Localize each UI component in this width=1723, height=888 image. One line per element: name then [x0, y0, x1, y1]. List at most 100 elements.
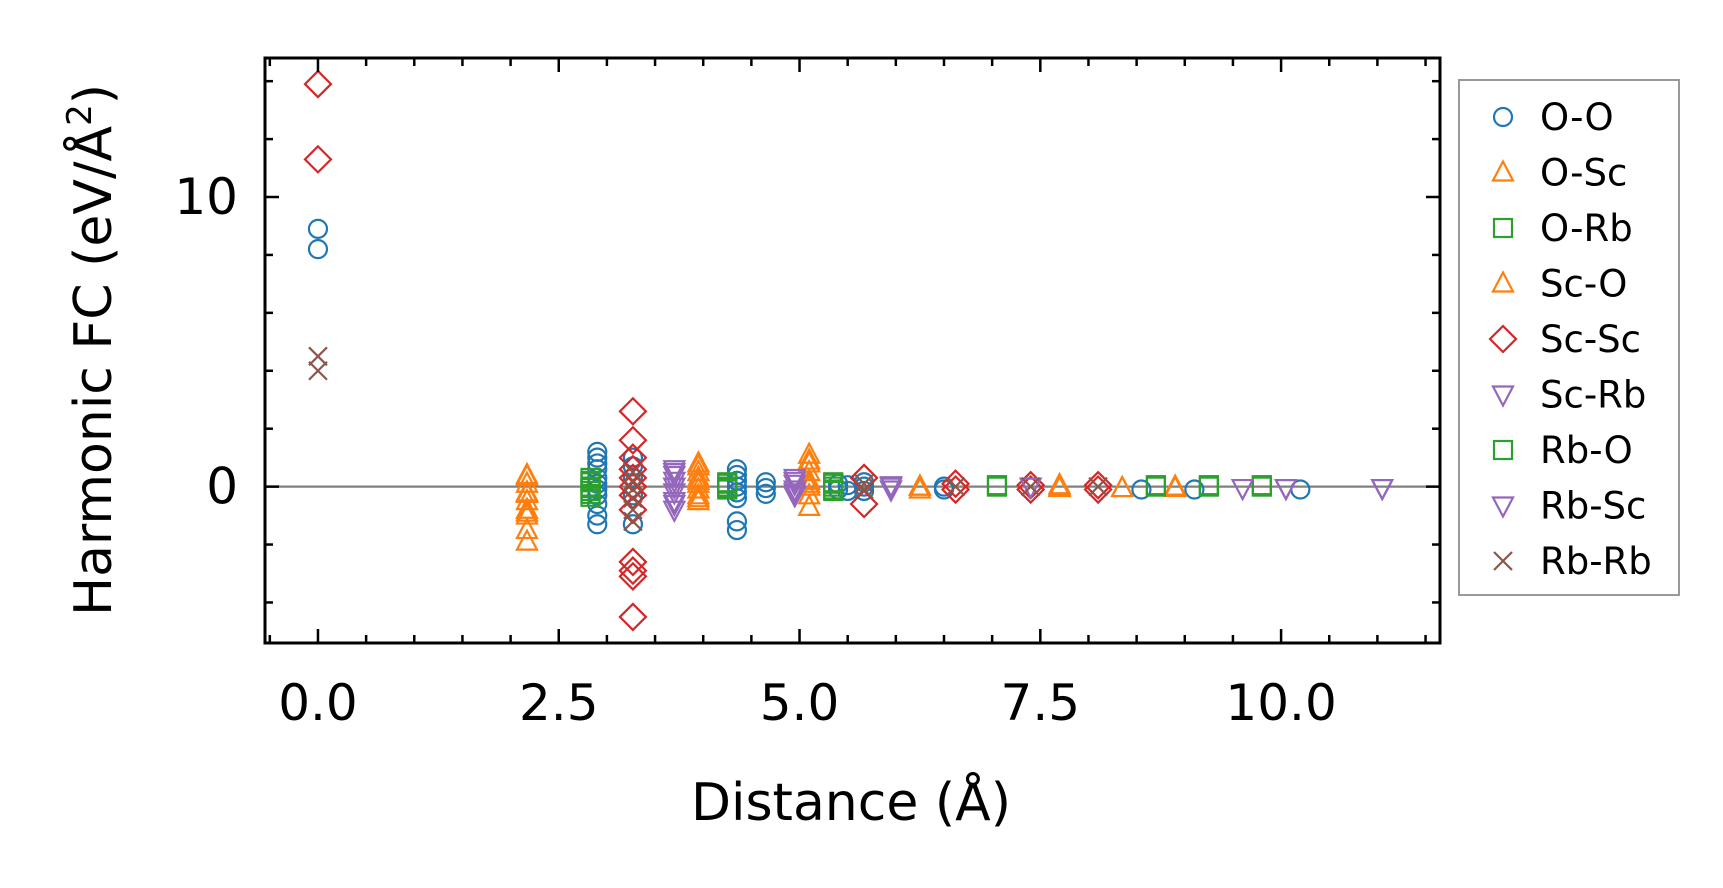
point-o-sc — [515, 516, 539, 540]
point-o-sc — [686, 487, 711, 511]
point-o-o — [755, 472, 776, 493]
legend-marker-o-sc — [1491, 159, 1515, 182]
series-rb-rb — [308, 346, 1108, 532]
point-rb-rb — [854, 473, 874, 494]
y-axis-label: Harmonic FC (eV/Å2) — [60, 84, 124, 616]
point-sc-rb — [662, 471, 687, 495]
point-sc-o — [515, 499, 539, 522]
point-o-o — [853, 480, 875, 502]
point-rb-rb — [623, 471, 643, 491]
legend-marker-sc-rb — [1491, 385, 1515, 408]
point-sc-rb — [879, 480, 903, 503]
point-sc-sc — [940, 474, 971, 505]
x-tick-label: 7.5 — [1001, 674, 1081, 732]
point-rb-sc — [662, 494, 687, 518]
point-sc-sc — [618, 547, 648, 577]
legend-marker-sc-o — [1491, 270, 1515, 293]
point-sc-o — [686, 484, 711, 508]
point-o-o — [1184, 479, 1205, 500]
point-rb-sc — [662, 463, 687, 486]
point-rb-sc — [662, 477, 687, 500]
legend-item-sc-o: Sc-O — [1491, 263, 1627, 306]
legend-item-rb-o: Rb-O — [1492, 429, 1633, 472]
point-o-sc — [515, 502, 539, 525]
legend-label-rb-o: Rb-O — [1540, 429, 1633, 472]
point-rb-rb — [623, 479, 643, 500]
point-sc-rb — [782, 468, 807, 492]
point-o-o — [587, 473, 608, 494]
legend-marker-rb-o — [1492, 439, 1514, 461]
legend-label-sc-rb: Sc-Rb — [1540, 374, 1646, 417]
legend-label-sc-o: Sc-O — [1540, 263, 1627, 306]
point-sc-sc — [618, 602, 648, 632]
point-o-o — [307, 218, 329, 239]
point-sc-sc — [618, 561, 648, 591]
point-rb-o — [986, 476, 1008, 497]
point-rb-sc — [1274, 478, 1298, 502]
point-o-o — [622, 514, 644, 535]
point-sc-sc — [303, 144, 333, 174]
point-rb-o — [1145, 476, 1166, 497]
point-o-o — [587, 514, 608, 535]
legend-label-sc-sc: Sc-Sc — [1540, 318, 1641, 361]
point-o-o — [755, 477, 776, 499]
point-sc-rb — [1018, 477, 1043, 500]
point-rb-sc — [879, 477, 903, 500]
x-tick-label: 2.5 — [519, 674, 599, 732]
legend-label-rb-sc: Rb-Sc — [1540, 485, 1646, 528]
point-o-sc — [797, 493, 821, 516]
point-o-o — [1131, 479, 1152, 500]
legend-label-o-sc: O-Sc — [1540, 152, 1627, 195]
point-sc-o — [1047, 473, 1072, 496]
legend-item-o-rb: O-Rb — [1492, 207, 1633, 250]
point-rb-rb — [945, 476, 966, 497]
point-o-o — [726, 511, 748, 532]
point-sc-sc — [618, 396, 648, 426]
y-tick-label: 10 — [174, 168, 238, 226]
legend-item-sc-rb: Sc-Rb — [1491, 374, 1646, 417]
series-sc-o — [515, 447, 1187, 522]
point-o-o — [726, 519, 748, 541]
point-sc-o — [686, 452, 711, 476]
point-sc-o — [1163, 473, 1187, 496]
point-rb-rb — [1020, 476, 1041, 497]
point-o-sc — [515, 528, 539, 551]
point-o-o — [587, 447, 608, 468]
point-rb-o — [717, 477, 738, 499]
legend-label-o-rb: O-Rb — [1540, 207, 1633, 250]
y-axis-label-main: Harmonic FC (eV/Å — [62, 125, 124, 616]
legend-item-rb-sc: Rb-Sc — [1491, 485, 1646, 528]
point-rb-rb — [623, 511, 643, 532]
point-o-o — [622, 447, 644, 468]
legend-label-o-o: O-O — [1540, 96, 1614, 139]
series-rb-sc — [662, 463, 1395, 518]
point-rb-rb — [1088, 476, 1108, 497]
point-rb-o — [1198, 476, 1219, 497]
point-sc-sc — [618, 556, 648, 586]
point-sc-rb — [662, 465, 687, 489]
point-rb-rb — [854, 479, 874, 500]
x-axis-label: Distance (Å) — [691, 771, 1011, 833]
legend-label-rb-rb: Rb-Rb — [1540, 540, 1652, 583]
point-rb-rb — [623, 462, 643, 482]
legend-box — [1458, 79, 1680, 596]
legend-item-o-sc: O-Sc — [1491, 152, 1627, 195]
point-rb-rb — [308, 346, 328, 367]
point-rb-o — [823, 479, 844, 500]
point-o-o — [622, 485, 644, 506]
point-sc-rb — [662, 500, 687, 524]
point-rb-o — [1251, 476, 1272, 497]
legend-marker-o-o — [1492, 106, 1514, 128]
point-sc-sc — [849, 489, 879, 519]
point-sc-rb — [782, 486, 807, 509]
point-o-sc — [515, 487, 539, 511]
point-sc-sc — [1083, 470, 1113, 500]
legend-marker-rb-rb — [1493, 551, 1513, 571]
point-sc-o — [797, 447, 821, 470]
point-o-sc — [797, 481, 821, 505]
series-rb-o — [580, 470, 1272, 504]
legend-item-o-o: O-O — [1492, 96, 1614, 139]
